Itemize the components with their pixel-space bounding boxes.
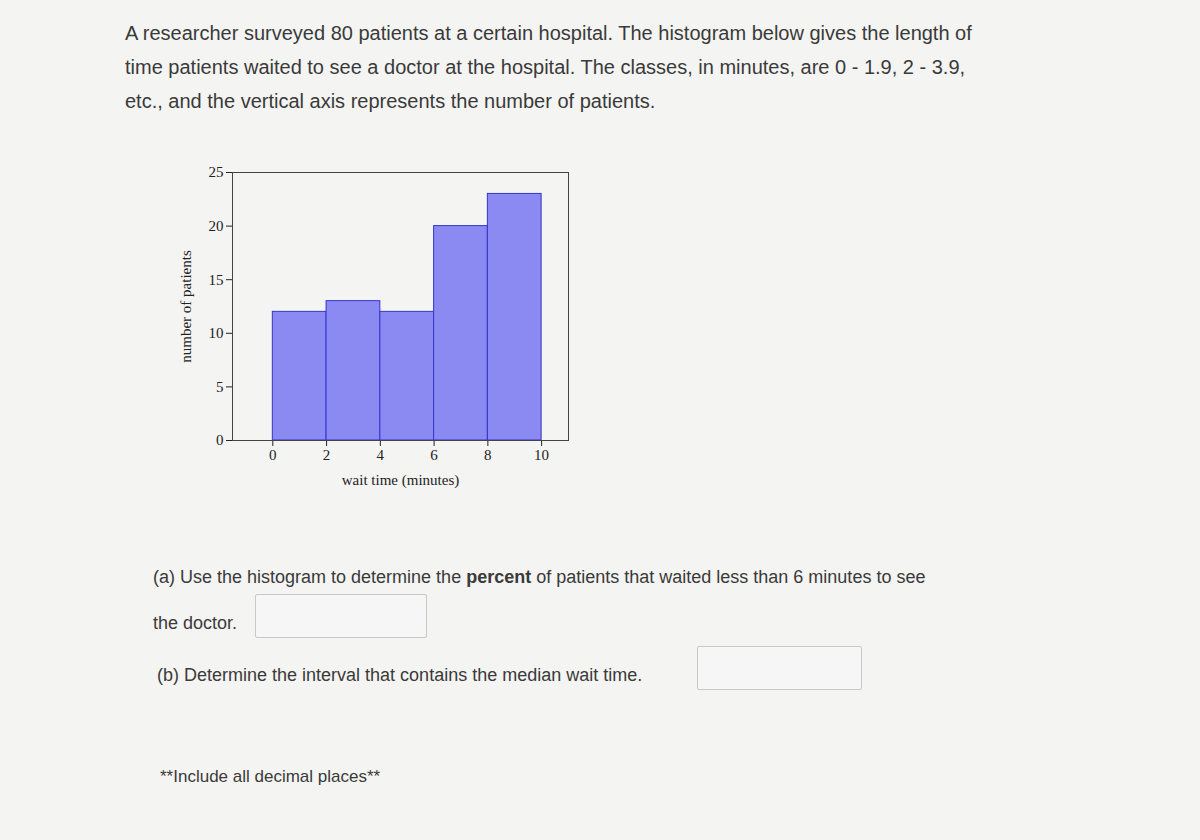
- svg-text:number of patients: number of patients: [178, 250, 194, 363]
- svg-text:15: 15: [209, 272, 224, 288]
- html-text:the doctor.: the doctor.: [153, 613, 238, 633]
- html-text:**Include all decimal places**: **Include all decimal places**: [160, 767, 381, 786]
- html-text:A researcher surveyed 80 patie: A researcher surveyed 80 patients at a c…: [125, 22, 972, 44]
- svg-text:5: 5: [216, 379, 224, 395]
- svg-text:6: 6: [430, 447, 438, 463]
- svg-text:10: 10: [534, 447, 549, 463]
- html-text:etc., and the vertical axis re: etc., and the vertical axis represents t…: [125, 90, 656, 112]
- svg-text:4: 4: [377, 447, 385, 463]
- svg-text:0: 0: [216, 432, 224, 448]
- html-text:(a) Use the histogram to deter: (a) Use the histogram to determine the p…: [153, 567, 926, 587]
- svg-text:25: 25: [209, 164, 224, 180]
- svg-text:wait time (minutes): wait time (minutes): [342, 472, 459, 489]
- svg-text:10: 10: [209, 325, 224, 341]
- html-text:(b) Determine the interval tha: (b) Determine the interval that contains…: [157, 665, 643, 685]
- svg-text:8: 8: [484, 447, 492, 463]
- svg-text:20: 20: [209, 218, 224, 234]
- svg-text:2: 2: [323, 447, 331, 463]
- html-text:time patients waited to see a: time patients waited to see a doctor at …: [125, 56, 966, 78]
- svg-text:0: 0: [269, 447, 277, 463]
